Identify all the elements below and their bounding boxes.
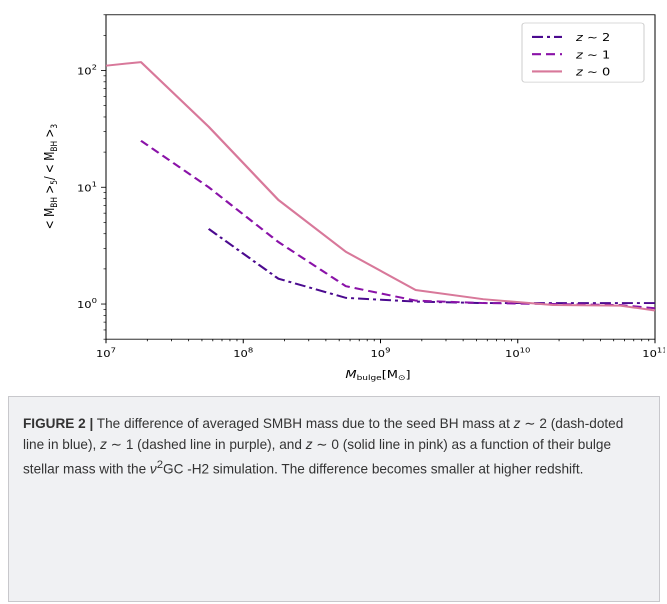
x-tick-label: 109 (370, 346, 390, 360)
legend-label-z0: z ∼ 0 (575, 66, 610, 79)
caption-superscript: 2 (156, 459, 164, 471)
legend: z ∼ 2 z ∼ 1 z ∼ 0 (521, 22, 645, 83)
caption-var-z: z (305, 437, 313, 452)
caption-var-z: z (513, 416, 521, 431)
y-axis-label: < MBH >5/ < MBH >3 (42, 124, 59, 229)
caption-var-z: z (100, 437, 107, 452)
y-tick-label: 100 (77, 297, 97, 311)
legend-label-z2: z ∼ 2 (575, 31, 610, 44)
figure-caption: FIGURE 2 | The difference of averaged SM… (8, 396, 660, 602)
caption-label: FIGURE 2 | (23, 416, 94, 431)
caption-text-2: ∼ 2 (dash-doted line in blue), (23, 416, 624, 452)
caption-text-4: ∼ 0 (solid line in pink) as a function o… (23, 437, 612, 477)
series-line-1 (140, 140, 656, 310)
series-layer (105, 61, 656, 312)
caption-text-1: The difference of averaged SMBH mass due… (93, 416, 514, 431)
y-tick-label: 102 (77, 63, 97, 77)
legend-label-z1: z ∼ 1 (575, 48, 610, 61)
y-tick-label: 101 (77, 180, 97, 194)
caption-text-5: GC -H2 simulation. The difference become… (163, 461, 584, 477)
x-axis-label: Mbulge[M⊙] (345, 368, 410, 382)
legend-box (521, 22, 645, 83)
series-line-2 (105, 61, 656, 312)
series-line-0 (207, 228, 655, 305)
caption-text-3: ∼ 1 (dashed line in purple), and (106, 437, 306, 452)
caption-nu: ν (149, 461, 157, 477)
x-tick-label: 108 (233, 346, 253, 360)
x-tick-label: 1010 (505, 346, 530, 360)
x-tick-label: 107 (96, 346, 116, 360)
